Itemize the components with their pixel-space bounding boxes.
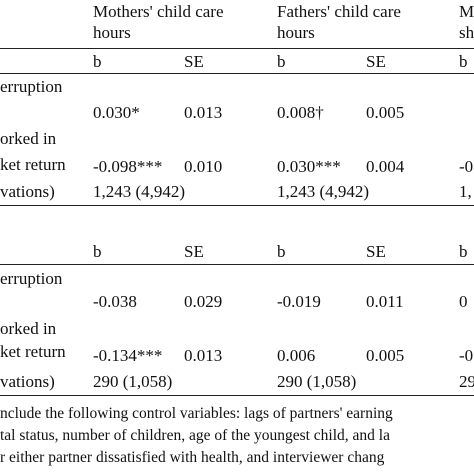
p1-sub-se1: SE [184, 52, 204, 71]
p2-sub-se2: SE [366, 242, 386, 261]
p2-row1-se2: 0.011 [366, 292, 404, 311]
p2-row2-b2: 0.006 [277, 346, 316, 365]
header-rule [0, 48, 474, 49]
p2-row1-b2: -0.019 [277, 292, 321, 311]
p1-row3-n1: 1,243 (4,942) [93, 182, 186, 201]
p2-row1-b3: 0 [459, 292, 468, 311]
footnote-line-3: r either partner dissatisfied with healt… [0, 449, 385, 466]
panel1-bottom-rule [0, 205, 474, 206]
p1-sub-b3: b [459, 52, 468, 71]
p2-row2-b1: -0.134*** [93, 346, 163, 365]
p2-row3-n1: 290 (1,058) [93, 372, 173, 391]
footnote-line-1: nclude the following control variables: … [0, 405, 393, 422]
p1-row2-label-2: ket return [0, 155, 66, 174]
p2-row1-label: erruption [0, 269, 63, 288]
p1-row1-label: erruption [0, 77, 63, 96]
col-header-third: M [459, 2, 474, 21]
footnote-line-2: tal status, number of children, age of t… [0, 427, 390, 444]
p2-row2-se2: 0.005 [366, 346, 405, 365]
p2-row1-se1: 0.029 [184, 292, 223, 311]
col-header-mothers: Mothers' child care [93, 2, 224, 21]
p1-row1-b1: 0.030* [93, 103, 140, 122]
p1-row2-label-1: orked in [0, 129, 57, 148]
col-header-mothers-2: hours [93, 23, 131, 42]
p2-row3-n3: 29 [459, 372, 474, 391]
panel2-bottom-rule [0, 395, 474, 396]
p1-sub-b2: b [277, 52, 286, 71]
p2-sub-b1: b [93, 242, 102, 261]
p2-sub-b2: b [277, 242, 286, 261]
p1-row1-se2: 0.005 [366, 103, 405, 122]
p1-row2-se2: 0.004 [366, 157, 405, 176]
p1-row1-se1: 0.013 [184, 103, 223, 122]
p1-row1-b2: 0.008† [277, 103, 324, 122]
p2-sub-se1: SE [184, 242, 204, 261]
p1-row2-se1: 0.010 [184, 157, 223, 176]
p1-row2-b2: 0.030*** [277, 157, 341, 176]
p2-row2-label-1: orked in [0, 319, 57, 338]
panel1-subheader-rule [0, 73, 474, 74]
p1-sub-b1: b [93, 52, 102, 71]
p1-row2-b1: -0.098*** [93, 157, 163, 176]
p2-row2-b3: -0 [459, 346, 474, 365]
p1-row2-b3: -0 [459, 157, 474, 176]
p2-row3-label: vations) [0, 372, 55, 391]
p2-row2-se1: 0.013 [184, 346, 223, 365]
p2-sub-b3: b [459, 242, 468, 261]
p1-sub-se2: SE [366, 52, 386, 71]
p1-row3-n3: 1, [459, 182, 472, 201]
p2-row1-b1: -0.038 [93, 292, 137, 311]
col-header-third-2: sh [459, 23, 474, 42]
p1-row3-label: vations) [0, 182, 55, 201]
p2-row3-n2: 290 (1,058) [277, 372, 357, 391]
p2-row2-label-2: ket return [0, 342, 66, 361]
p1-row3-n2: 1,243 (4,942) [277, 182, 370, 201]
col-header-fathers-2: hours [277, 23, 315, 42]
col-header-fathers: Fathers' child care [277, 2, 401, 21]
panel2-subheader-rule [0, 264, 474, 265]
